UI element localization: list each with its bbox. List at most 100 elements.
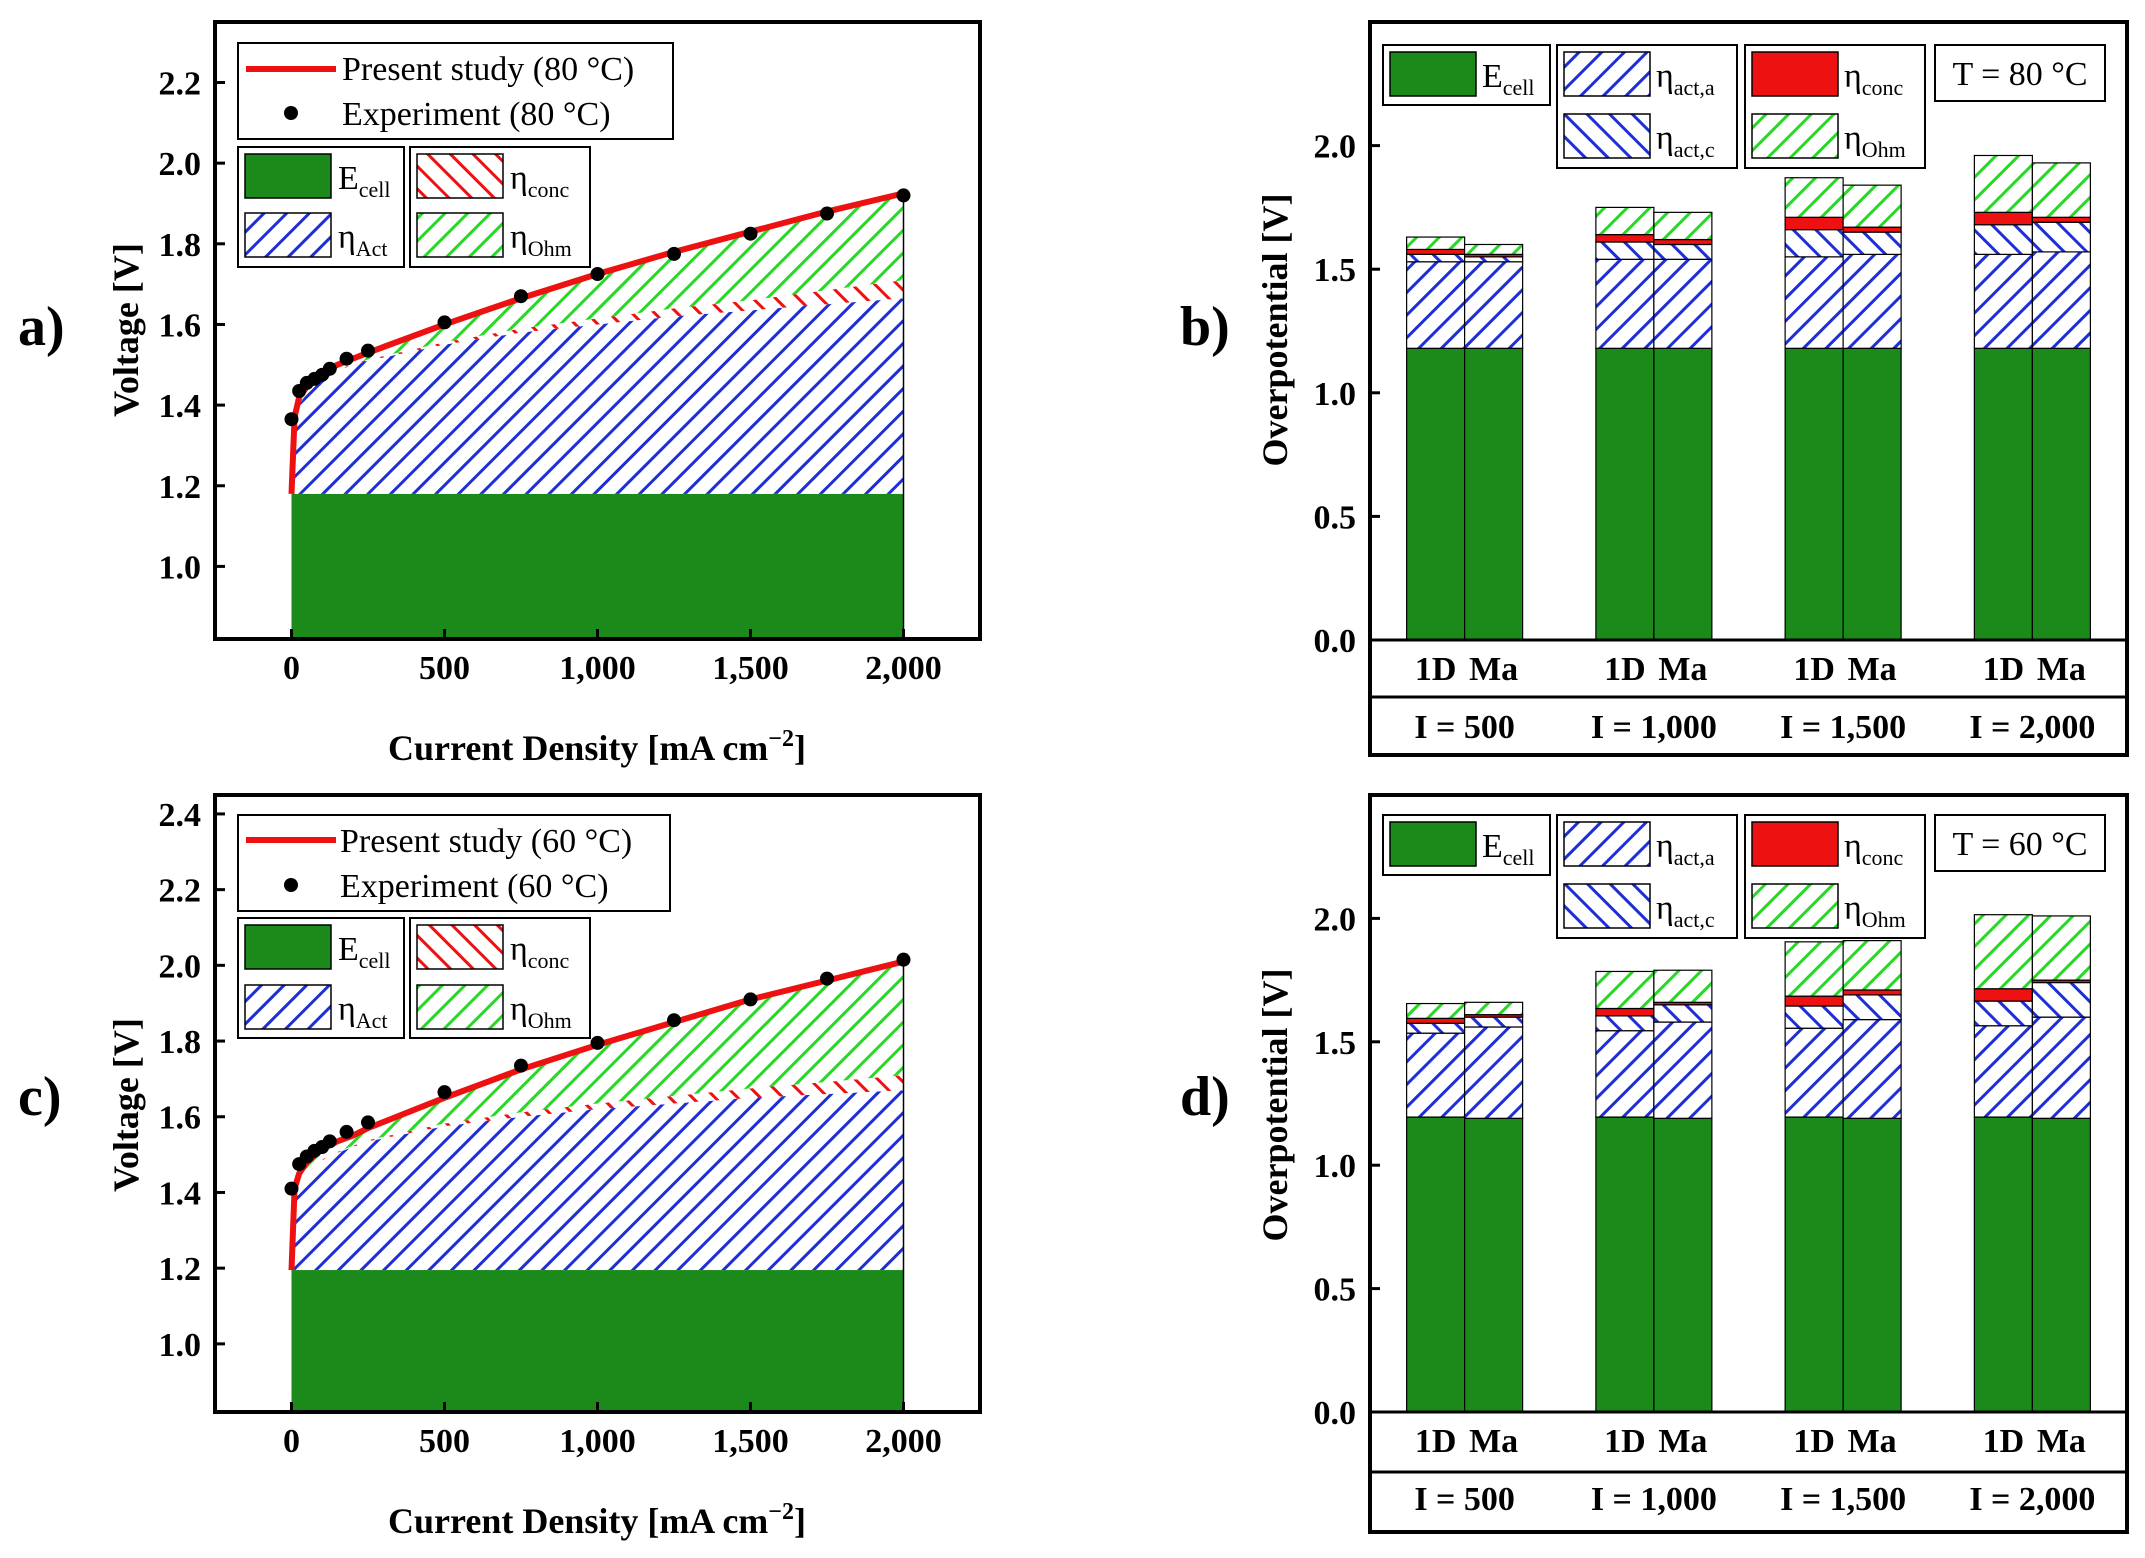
chart-d-legend-actc: η bbox=[1656, 890, 1674, 927]
chart-d-bar-ohm bbox=[2031, 915, 2091, 981]
chart-b-bar-ecell bbox=[2031, 347, 2091, 641]
chart-a-xtick-label: 2,000 bbox=[865, 650, 942, 687]
chart-a-exp-point bbox=[437, 315, 452, 330]
chart-d-bar-act-a bbox=[1784, 1027, 1844, 1118]
chart-d-legend-acta: η bbox=[1656, 828, 1674, 865]
chart-d-category-label: Ma bbox=[1469, 1423, 1518, 1460]
chart-a-legend-points: Experiment (80 °C) bbox=[342, 96, 611, 133]
chart-b-bar-ohm bbox=[1784, 177, 1844, 218]
chart-a-exp-point bbox=[667, 246, 681, 261]
chart-b-ytick-label: 1.5 bbox=[1314, 252, 1357, 289]
chart-b-legend-temp: T = 80 °C bbox=[1952, 56, 2087, 93]
chart-d-bar-ecell bbox=[2031, 1117, 2091, 1413]
chart-b-legend-acta: η bbox=[1656, 58, 1674, 95]
chart-a-ytick-label: 1.4 bbox=[159, 388, 202, 425]
chart-a-ytick-label: 1.2 bbox=[159, 469, 202, 506]
chart-b-bar-act-c bbox=[1784, 229, 1844, 258]
chart-a-legend-act: η bbox=[338, 219, 356, 256]
chart-d-bar-ecell bbox=[1406, 1116, 1466, 1413]
chart-b-ytick-label: 0.5 bbox=[1314, 499, 1357, 536]
chart-b-group-label: I = 500 bbox=[1414, 709, 1515, 746]
chart-d-bar-act-a bbox=[1464, 1026, 1524, 1119]
chart-a-legend-conc-sub: conc bbox=[528, 177, 570, 202]
chart-b-group-label: I = 1,000 bbox=[1591, 709, 1717, 746]
chart-d-bar-ohm bbox=[1464, 1001, 1524, 1016]
chart-d-bar-act-a bbox=[1973, 1025, 2033, 1118]
svg-text:ηconc: ηconc bbox=[1844, 58, 1904, 100]
chart-d-ytick-label: 2.0 bbox=[1314, 901, 1357, 938]
chart-b-bar-ecell bbox=[1595, 347, 1655, 641]
chart-a-exp-point bbox=[820, 206, 834, 221]
chart-c-exp-point bbox=[339, 1124, 354, 1139]
chart-d-group-label: I = 1,500 bbox=[1780, 1481, 1906, 1518]
chart-a-ytick-label: 2.0 bbox=[159, 146, 202, 183]
chart-a-plot bbox=[284, 188, 911, 639]
chart-b-category-label: 1D bbox=[1415, 651, 1457, 688]
chart-d-category-label: 1D bbox=[1604, 1423, 1646, 1460]
chart-c-legend-line: Present study (60 °C) bbox=[340, 823, 632, 860]
chart-d-category-label: 1D bbox=[1983, 1423, 2025, 1460]
chart-d-group-label: I = 2,000 bbox=[1969, 1481, 2095, 1518]
chart-b-bar-ecell bbox=[1842, 347, 1902, 641]
chart-b-legend: Ecell ηact,a ηact,c ηconc ηOhm T = 80 °C bbox=[1382, 44, 2106, 169]
chart-d-bar-ohm bbox=[1842, 940, 1902, 991]
chart-c-legend-conc-sub: conc bbox=[528, 948, 570, 973]
chart-b-frame bbox=[1368, 20, 2129, 757]
chart-c-exp-point bbox=[514, 1058, 528, 1073]
chart-a-area-ohm bbox=[291, 193, 904, 494]
chart-b-bar-act-a bbox=[1464, 261, 1524, 349]
chart-b-legend-ohm-sub: Ohm bbox=[1862, 137, 1906, 162]
chart-a-exp-point bbox=[322, 361, 337, 376]
chart-a-xtick-label: 0 bbox=[283, 650, 300, 687]
chart-c-legend-e-sub: cell bbox=[359, 948, 391, 973]
chart-b-bar-conc bbox=[1784, 216, 1844, 231]
chart-a-area-ecell bbox=[291, 493, 904, 639]
svg-text:Ecell: Ecell bbox=[1482, 828, 1535, 870]
svg-text:ηact,a: ηact,a bbox=[1656, 58, 1715, 100]
svg-text:ηact,c: ηact,c bbox=[1656, 890, 1715, 932]
chart-b-legend-actc-sub: act,c bbox=[1674, 137, 1715, 162]
chart-d-bar-conc bbox=[1784, 995, 1844, 1007]
chart-c-exp-point bbox=[820, 971, 834, 986]
chart-a-exp-point bbox=[284, 412, 299, 427]
chart-c-ytick-label: 1.6 bbox=[159, 1100, 202, 1137]
chart-a-legend-e: E bbox=[338, 160, 359, 197]
chart-a-ytick-label: 2.2 bbox=[159, 65, 202, 102]
chart-b-bar-ecell bbox=[1653, 347, 1713, 641]
chart-b-bar-ohm bbox=[2031, 162, 2091, 218]
panel-label-a: a) bbox=[18, 296, 65, 358]
chart-d-bar-ohm bbox=[1653, 969, 1713, 1003]
chart-c-ytick-label: 1.2 bbox=[159, 1251, 202, 1288]
chart-d-ytick-label: 0.5 bbox=[1314, 1272, 1357, 1309]
chart-b-plot bbox=[1406, 154, 2091, 641]
chart-c-ytick-label: 1.8 bbox=[159, 1024, 202, 1061]
chart-d-legend-temp: T = 60 °C bbox=[1952, 826, 2087, 863]
chart-d-plot bbox=[1406, 914, 2091, 1413]
chart-d-ytick-label: 1.0 bbox=[1314, 1148, 1357, 1185]
chart-a-legend-e-sub: cell bbox=[359, 177, 391, 202]
chart-d-legend-e: E bbox=[1482, 828, 1503, 865]
chart-d-bar-act-c bbox=[1595, 1015, 1655, 1032]
chart-d-legend-conc: η bbox=[1844, 828, 1862, 865]
svg-text:ηconc: ηconc bbox=[510, 160, 570, 202]
chart-b-category-label: 1D bbox=[1793, 651, 1835, 688]
chart-a-xtick-label: 500 bbox=[419, 650, 470, 687]
chart-b-category-label: 1D bbox=[1983, 651, 2025, 688]
chart-d-legend-actc-sub: act,c bbox=[1674, 907, 1715, 932]
chart-b-ylabel: Overpotential [V] bbox=[1255, 194, 1295, 467]
svg-text:Ecell: Ecell bbox=[338, 160, 391, 202]
chart-a-area-conc bbox=[291, 280, 904, 494]
chart-a-exp-point bbox=[896, 188, 911, 203]
svg-text:ηOhm: ηOhm bbox=[510, 219, 572, 261]
chart-d-legend-e-sub: cell bbox=[1503, 845, 1535, 870]
chart-b-legend-e: E bbox=[1482, 58, 1503, 95]
chart-c-ytick-label: 2.2 bbox=[159, 873, 202, 910]
chart-b-bar-act-c bbox=[1653, 243, 1713, 260]
chart-a-exp-point bbox=[514, 289, 528, 304]
chart-c-legend-ohm: η bbox=[510, 991, 528, 1028]
chart-d-bar-ohm bbox=[1784, 941, 1844, 997]
chart-d-group-label: I = 500 bbox=[1414, 1481, 1515, 1518]
chart-c-ylabel: Voltage [V] bbox=[106, 1018, 146, 1192]
chart-d-legend: Ecell ηact,a ηact,c ηconc ηOhm T = 60 °C bbox=[1382, 814, 2106, 939]
chart-c-legend-conc: η bbox=[510, 931, 528, 968]
